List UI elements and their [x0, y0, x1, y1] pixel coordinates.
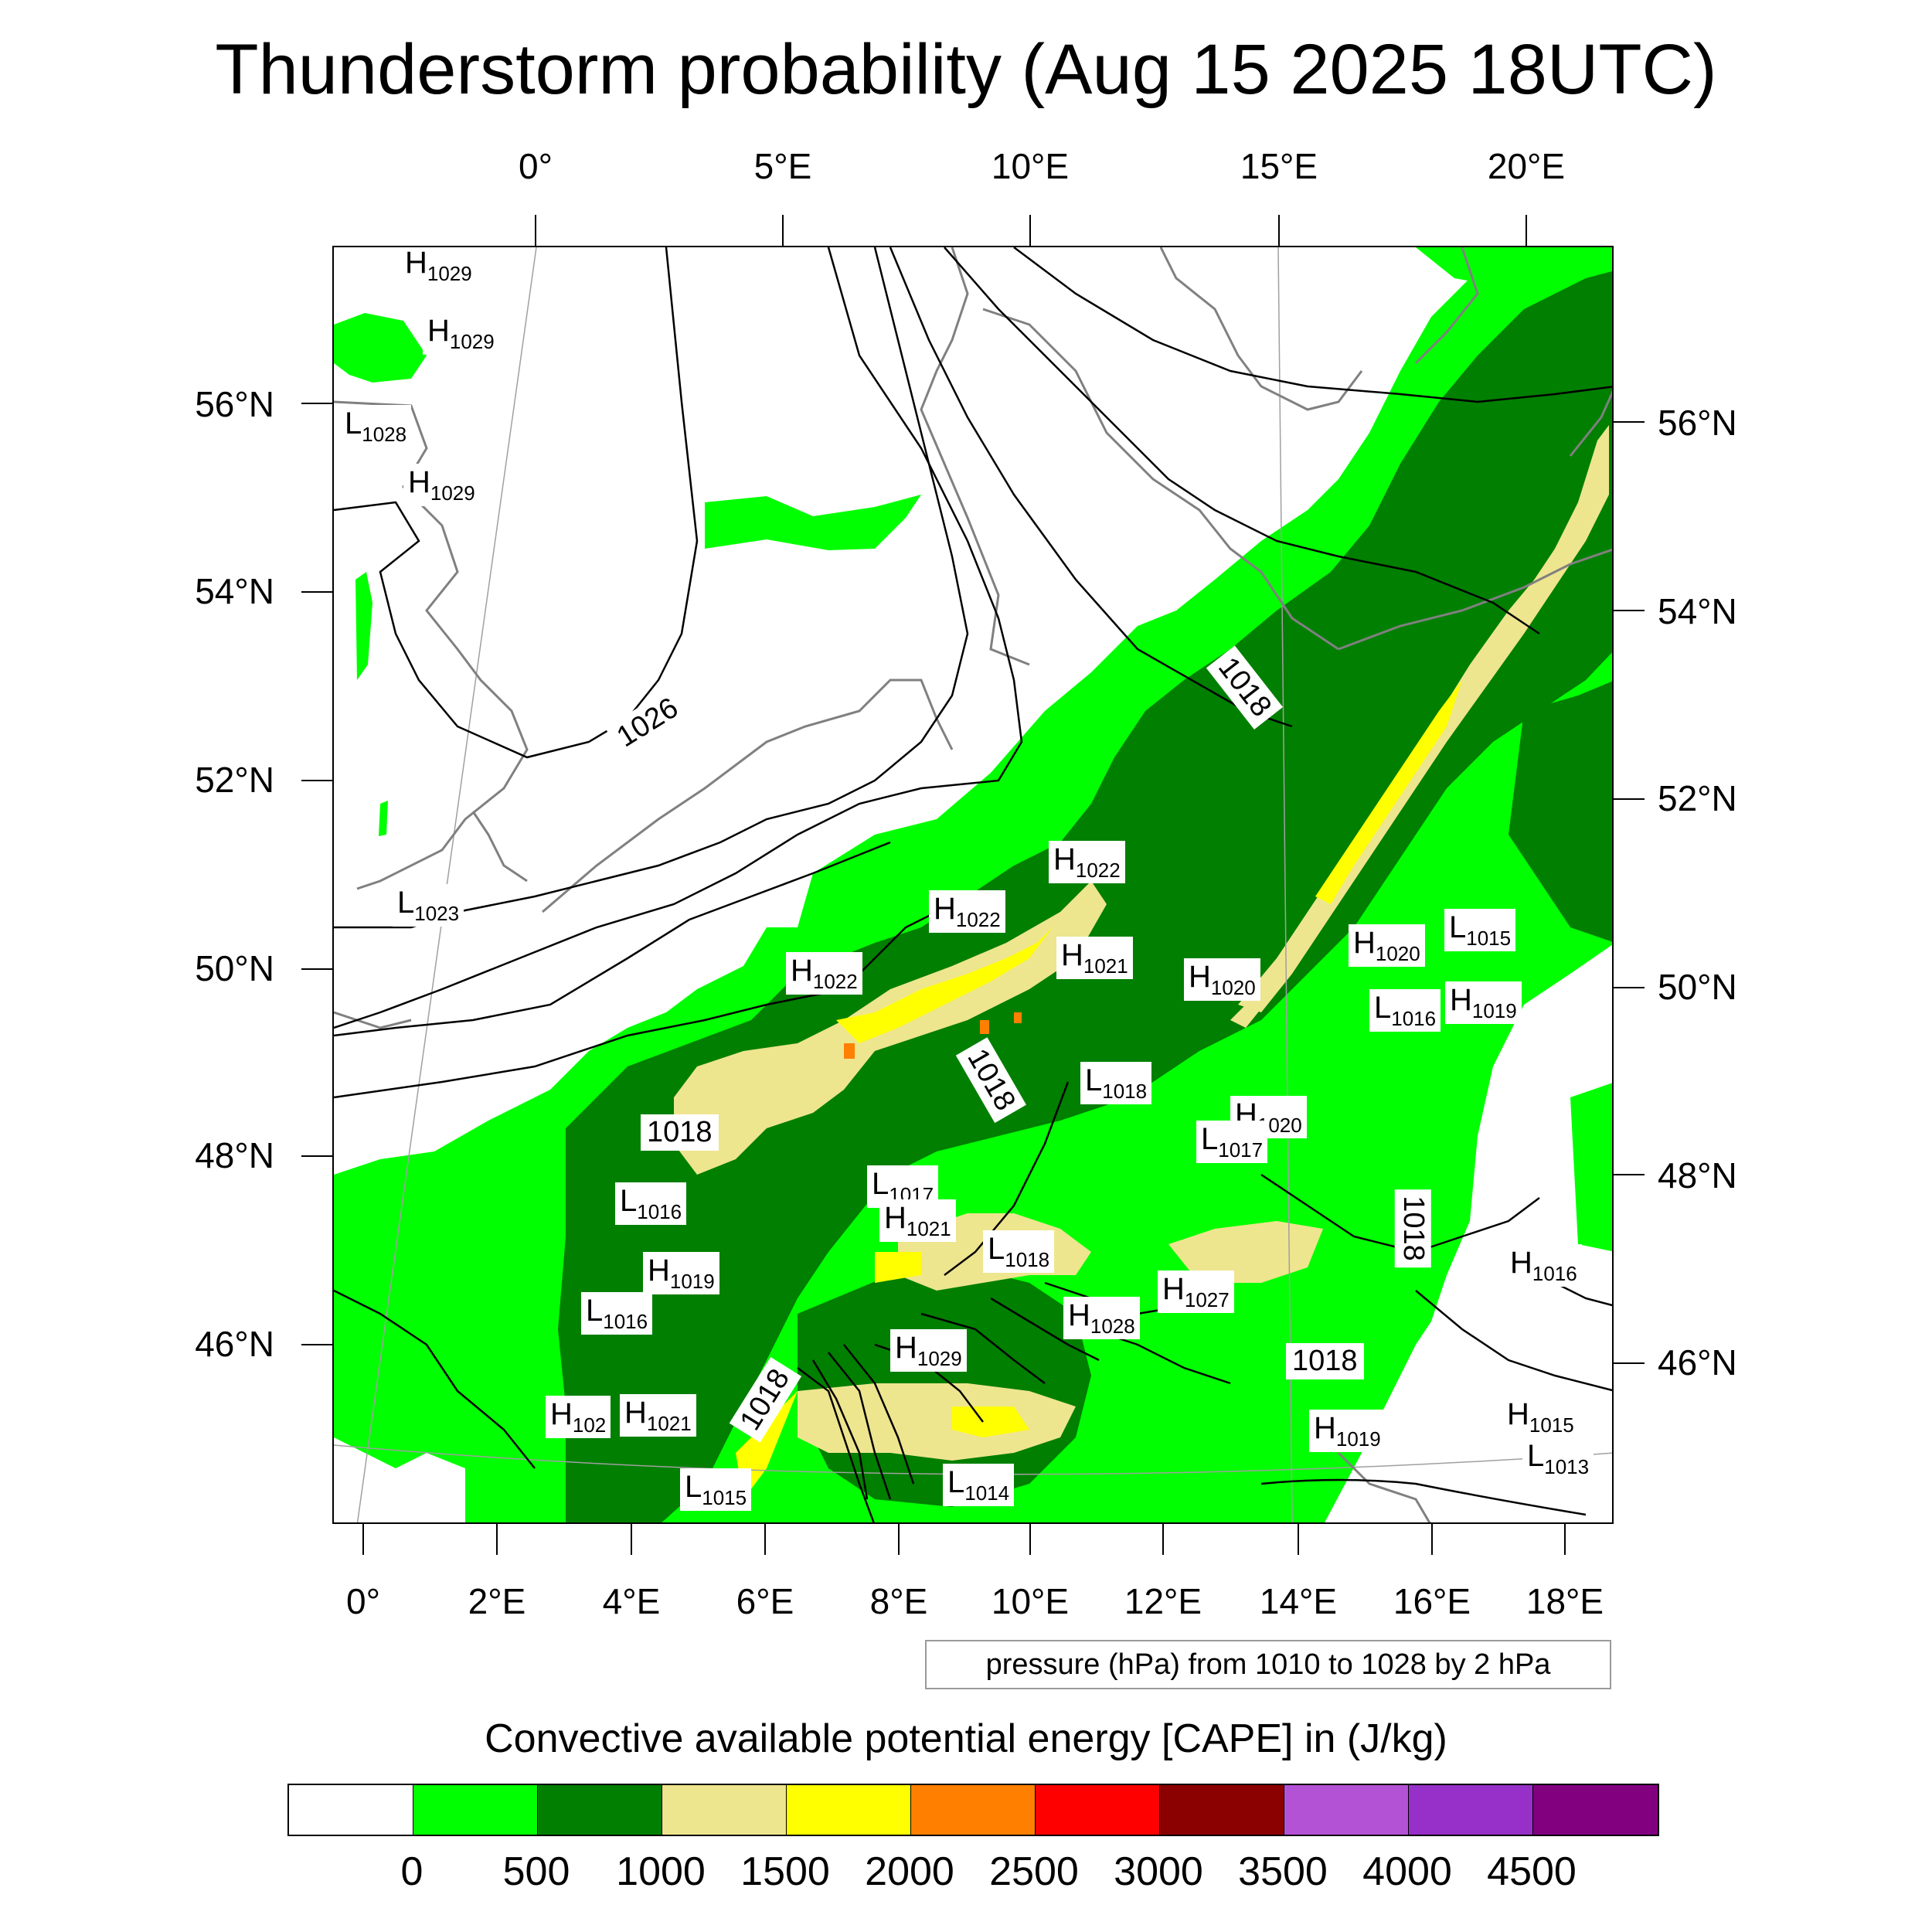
pressure-center-high: H1020: [1184, 958, 1260, 1001]
left-lat-label: 50°N: [195, 948, 274, 988]
colorbar-tick-label: 3500: [1238, 1849, 1328, 1894]
pressure-center-high: H1015: [1502, 1396, 1579, 1438]
pressure-center-low: L1018: [1080, 1062, 1152, 1104]
isobar-label: 1018: [1286, 1343, 1364, 1379]
right-lat-label: 48°N: [1658, 1155, 1737, 1196]
colorbar-box: [413, 1785, 538, 1835]
right-lat-label: 56°N: [1658, 403, 1737, 443]
cape-shading-1500-2000: [736, 680, 1462, 1499]
top-lon-label: 10°E: [991, 146, 1070, 186]
pressure-center-high: H1016: [1505, 1244, 1582, 1287]
colorbar-tick-label: 4000: [1362, 1849, 1452, 1894]
pressure-center-high: H1019: [1445, 981, 1522, 1024]
pressure-center-low: L1016: [615, 1182, 687, 1225]
bottom-lon-label: 18°E: [1526, 1581, 1604, 1621]
pressure-center-high: H102: [546, 1396, 611, 1438]
bottom-lon-label: 0°: [346, 1581, 380, 1621]
pressure-center-low: L1014: [943, 1464, 1015, 1506]
bottom-lon-label: 8°E: [869, 1581, 928, 1621]
right-lat-label: 46°N: [1658, 1342, 1737, 1383]
pressure-center-high: H1019: [1309, 1410, 1386, 1452]
bottom-lon-label: 14°E: [1259, 1581, 1338, 1621]
bottom-lon-label: 4°E: [602, 1581, 661, 1621]
pressure-center-high: H1029: [400, 247, 477, 287]
pressure-center-high: H1019: [643, 1252, 719, 1294]
colorbar-box: [1284, 1785, 1409, 1835]
bottom-lon-label: 10°E: [991, 1581, 1070, 1621]
pressure-center-low: L1016: [581, 1292, 653, 1335]
pressure-center-high: H1027: [1158, 1270, 1234, 1313]
pressure-center-high: H1022: [929, 890, 1005, 933]
pressure-center-low: L1015: [680, 1468, 752, 1511]
colorbar-tick-label: 3000: [1114, 1849, 1203, 1894]
pressure-center-high: H1028: [1063, 1297, 1140, 1339]
top-lon-label: 20°E: [1487, 146, 1566, 186]
right-lat-label: 52°N: [1658, 778, 1737, 818]
bottom-lon-label: 16°E: [1393, 1581, 1471, 1621]
bottom-lon-label: 12°E: [1124, 1581, 1202, 1621]
colorbar-tick-label: 4500: [1487, 1849, 1577, 1894]
top-lon-label: 0°: [519, 146, 553, 186]
pressure-center-high: H1021: [620, 1394, 696, 1437]
pressure-center-high: H1029: [423, 312, 499, 355]
colorbar-tick-label: 2000: [865, 1849, 954, 1894]
pressure-center-low: L1016: [1369, 989, 1441, 1032]
coastlines: [334, 247, 1612, 1522]
cape-map: [334, 247, 1612, 1522]
colorbar-tick-label: 2500: [989, 1849, 1079, 1894]
pressure-center-high: H1020: [1349, 924, 1425, 967]
colorbar-tick-label: 1000: [616, 1849, 706, 1894]
pressure-center-low: L1013: [1522, 1437, 1594, 1480]
top-lon-label: 15°E: [1240, 146, 1318, 186]
colorbar-tick-label: 500: [502, 1849, 570, 1894]
pressure-center-high: H1021: [879, 1199, 956, 1242]
map-title: Thunderstorm probability (Aug 15 2025 18…: [215, 30, 1717, 109]
pressure-center-low: L1028: [340, 405, 412, 447]
left-lat-label: 52°N: [195, 760, 274, 800]
isobar-label: 1018: [641, 1114, 719, 1151]
top-lon-label: 5°E: [753, 146, 812, 186]
left-lat-label: 48°N: [195, 1135, 274, 1175]
colorbar: [287, 1784, 1659, 1836]
bottom-lon-label: 2°E: [468, 1581, 526, 1621]
pressure-center-low: L1018: [983, 1230, 1055, 1273]
colorbar-box: [787, 1785, 911, 1835]
colorbar-box: [662, 1785, 787, 1835]
pressure-center-low: L1015: [1444, 909, 1516, 951]
left-lat-label: 54°N: [195, 571, 274, 611]
pressure-center-high: H1029: [403, 464, 480, 506]
left-lat-label: 46°N: [195, 1324, 274, 1364]
colorbar-tick-label: 1500: [740, 1849, 830, 1894]
pressure-center-high: H1022: [1049, 841, 1125, 883]
right-lat-label: 54°N: [1658, 591, 1737, 631]
colorbar-box: [911, 1785, 1036, 1835]
pressure-center-high: H1021: [1056, 937, 1133, 979]
isobars: [334, 247, 1612, 1522]
colorbar-box: [1533, 1785, 1658, 1835]
colorbar-tick-label: 0: [400, 1849, 423, 1894]
isobar-info-box: pressure (hPa) from 1010 to 1028 by 2 hP…: [925, 1640, 1611, 1689]
colorbar-box: [289, 1785, 413, 1835]
colorbar-box: [1160, 1785, 1284, 1835]
right-lat-label: 50°N: [1658, 967, 1737, 1007]
cape-shading-2000-2500: [844, 1012, 1022, 1059]
colorbar-title: Convective available potential energy [C…: [485, 1716, 1447, 1761]
pressure-center-high: H1022: [786, 952, 862, 995]
isobar-label: 1018: [1394, 1189, 1431, 1267]
colorbar-box: [1409, 1785, 1533, 1835]
pressure-center-low: L1017: [1196, 1121, 1268, 1163]
colorbar-box: [538, 1785, 662, 1835]
left-lat-label: 56°N: [195, 384, 274, 424]
bottom-lon-label: 6°E: [736, 1581, 794, 1621]
pressure-center-high: H1029: [890, 1329, 967, 1372]
pressure-center-low: L1023: [393, 884, 464, 927]
map-panel[interactable]: H1029 H1029 L1028 H1029 L1023 H1022 H102…: [332, 246, 1614, 1524]
colorbar-box: [1036, 1785, 1160, 1835]
